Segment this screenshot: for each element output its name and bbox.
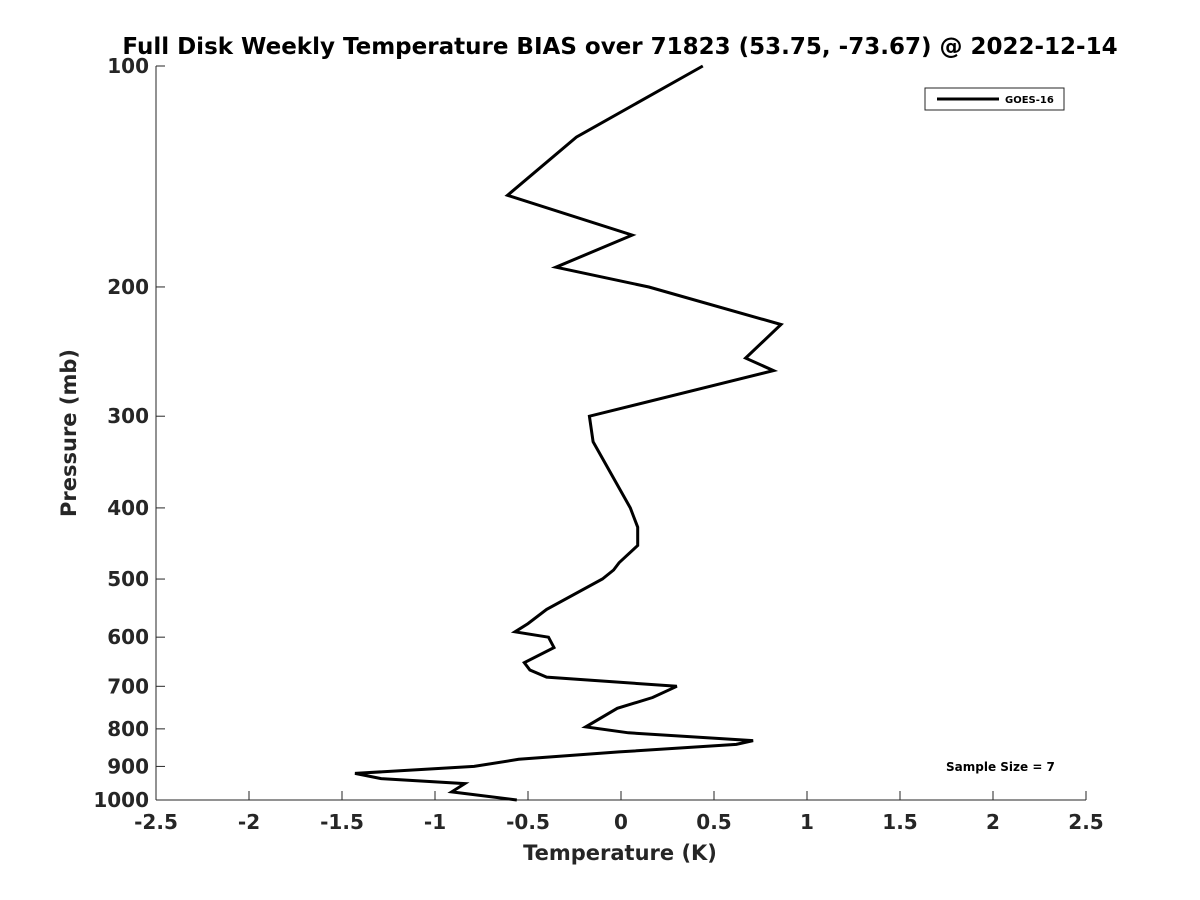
x-axis-ticks: -2.5 -2 -1.5 -1 -0.5 0 0.5 1 1.5 2 2.5 [134, 791, 1104, 834]
x-tick-label: 1 [800, 810, 814, 834]
y-tick-label: 500 [107, 567, 149, 591]
legend: GOES-16 [924, 87, 1065, 111]
y-tick-label: 600 [107, 625, 149, 649]
x-tick-label: 1.5 [882, 810, 917, 834]
x-tick-label: -1 [424, 810, 446, 834]
y-tick-label: 200 [107, 275, 149, 299]
series-line-goes-16 [354, 64, 784, 802]
plot-frame [155, 66, 1086, 801]
x-tick-label: 0.5 [696, 810, 731, 834]
x-tick-label: -0.5 [506, 810, 550, 834]
x-tick-label: 2.5 [1068, 810, 1103, 834]
x-tick-label: 0 [614, 810, 628, 834]
y-tick-label: 700 [107, 674, 149, 698]
y-tick-label: 100 [107, 54, 149, 78]
x-tick-label: 2 [986, 810, 1000, 834]
y-tick-label: 900 [107, 754, 149, 778]
y-tick-label: 400 [107, 496, 149, 520]
legend-label-goes-16: GOES-16 [1005, 95, 1054, 106]
y-tick-label: 1000 [93, 788, 149, 812]
y-tick-label: 300 [107, 404, 149, 428]
y-axis-ticks: 100 200 300 400 500 600 700 800 900 1000 [93, 54, 165, 812]
series-layer [354, 64, 784, 802]
y-axis-label: Pressure (mb) [57, 349, 81, 517]
x-tick-label: -2 [238, 810, 260, 834]
x-tick-label: -1.5 [320, 810, 364, 834]
x-tick-label: -2.5 [134, 810, 178, 834]
x-axis-label: Temperature (K) [523, 841, 717, 865]
chart-title: Full Disk Weekly Temperature BIAS over 7… [122, 34, 1117, 60]
sample-size-annotation: Sample Size = 7 [946, 760, 1055, 774]
y-tick-label: 800 [107, 717, 149, 741]
